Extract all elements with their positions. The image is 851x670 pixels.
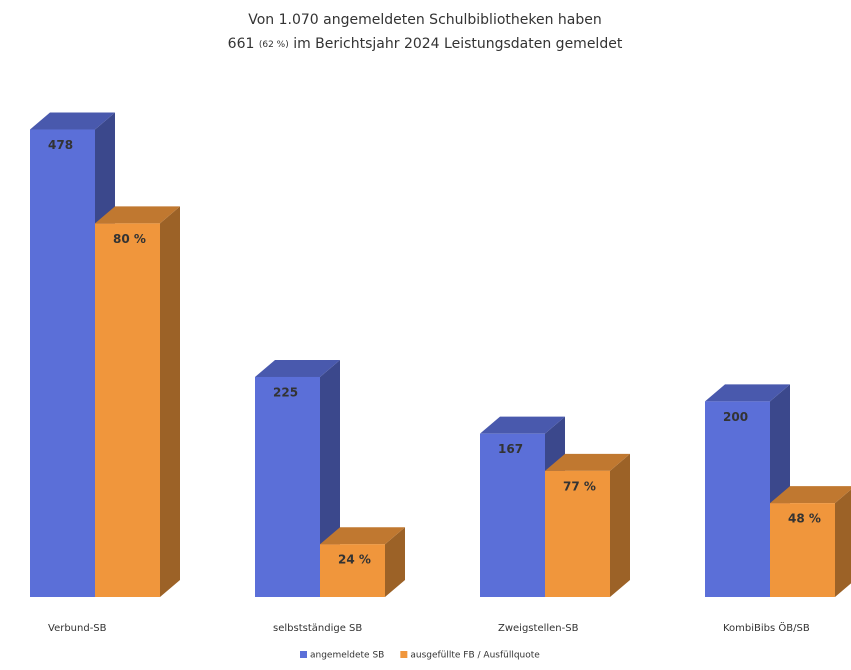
bar (545, 470, 610, 597)
bar-top (705, 384, 790, 402)
x-tick-label: Zweigstellen-SB (498, 623, 579, 634)
bar-top (545, 453, 630, 471)
value-label: 24 % (338, 553, 371, 567)
bar-top (95, 206, 180, 224)
chart-title: Von 1.070 angemeldeten Schulbibliotheken… (248, 12, 602, 28)
x-tick-label: selbstständige SB (273, 623, 362, 634)
bar-top (770, 486, 851, 504)
bar-side (160, 206, 180, 598)
bar (30, 129, 95, 598)
bar (95, 223, 160, 598)
bar-top (320, 527, 405, 545)
bar-side (835, 489, 851, 597)
legend-label: ausgefüllte FB / Ausfüllquote (410, 651, 540, 661)
value-label: 478 (48, 138, 73, 152)
value-label: 77 % (563, 479, 596, 493)
bar-top (255, 359, 340, 377)
title-part: im Berichtsjahr 2024 Leistungsdaten geme… (293, 36, 623, 52)
title-part: 661 (228, 36, 255, 52)
x-tick-label: Verbund-SB (48, 623, 107, 634)
legend-label: angemeldete SB (310, 651, 384, 661)
title-part: (62 %) (259, 40, 289, 50)
bar (320, 544, 385, 597)
bar (770, 503, 835, 597)
value-label: 80 % (113, 232, 146, 246)
chart-title: 661 (62 %) im Berichtsjahr 2024 Leistung… (228, 36, 623, 52)
bar-side (385, 527, 405, 597)
value-label: 167 (498, 442, 523, 456)
bar (480, 433, 545, 597)
bar (255, 376, 320, 597)
bar-side (610, 453, 630, 597)
bar-top (30, 112, 115, 130)
value-label: 225 (273, 385, 298, 399)
value-label: 48 % (788, 512, 821, 526)
legend-swatch (300, 651, 307, 658)
legend-swatch (400, 651, 408, 658)
bar (705, 401, 770, 597)
value-label: 200 (723, 410, 748, 424)
x-tick-label: KombiBibs ÖB/SB (723, 621, 810, 634)
bar-top (480, 416, 565, 434)
